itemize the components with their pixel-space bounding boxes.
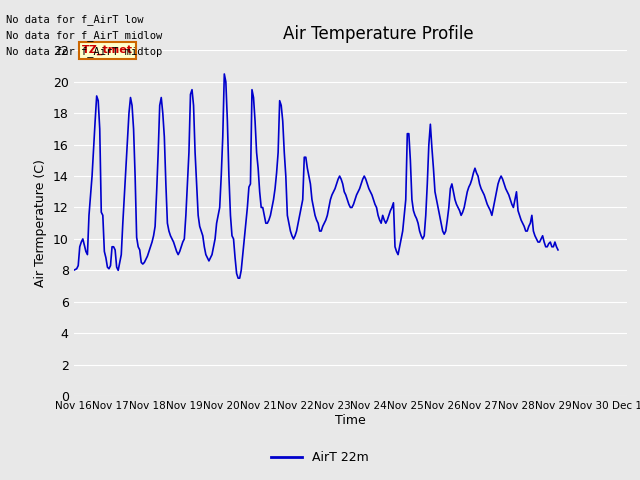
Legend: AirT 22m: AirT 22m xyxy=(266,446,374,469)
X-axis label: Time: Time xyxy=(335,414,366,427)
Y-axis label: Air Termperature (C): Air Termperature (C) xyxy=(35,159,47,287)
Title: Air Temperature Profile: Air Temperature Profile xyxy=(283,25,474,43)
Text: TZ_tmet: TZ_tmet xyxy=(82,45,133,56)
Text: No data for f_AirT midlow: No data for f_AirT midlow xyxy=(6,30,163,41)
Text: No data for f_AirT midtop: No data for f_AirT midtop xyxy=(6,46,163,57)
Text: No data for f_AirT low: No data for f_AirT low xyxy=(6,14,144,25)
